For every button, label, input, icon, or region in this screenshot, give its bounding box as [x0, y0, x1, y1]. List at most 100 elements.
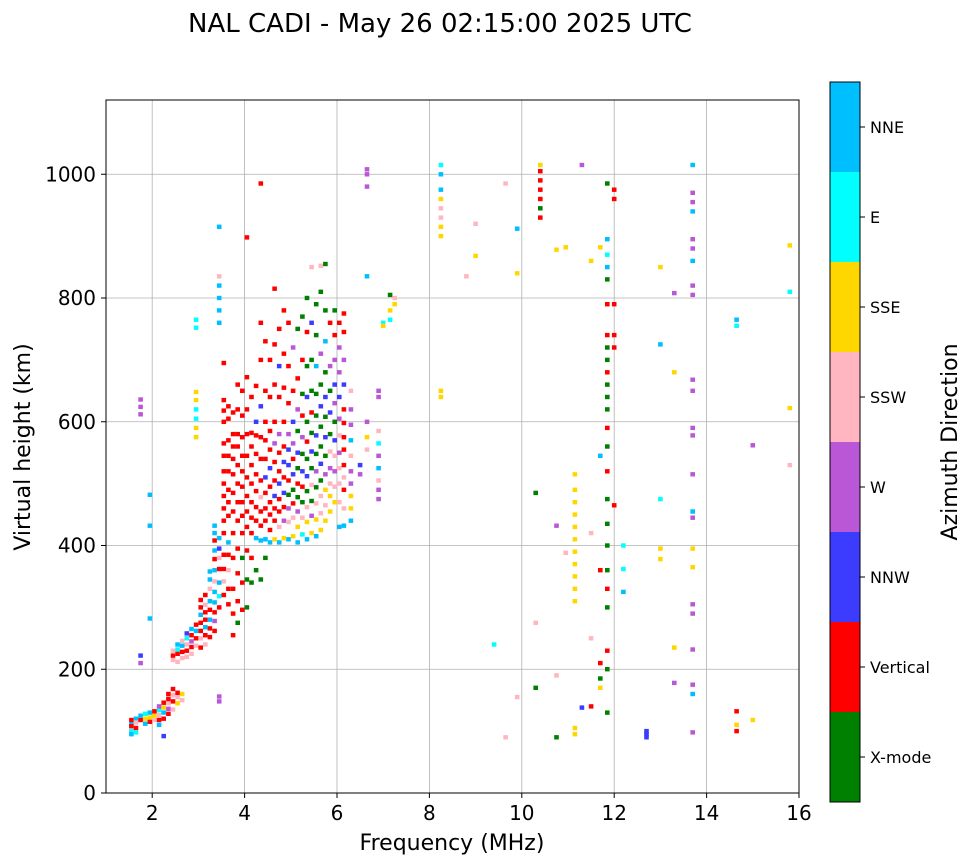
echo-point: [598, 676, 603, 681]
echo-point: [286, 537, 291, 542]
echo-point: [290, 501, 296, 506]
echo-point: [438, 172, 444, 177]
echo-point: [170, 657, 176, 663]
echo-point: [605, 425, 610, 431]
echo-point: [295, 326, 300, 332]
echo-point: [272, 478, 277, 483]
echo-point: [193, 389, 199, 395]
echo-point: [133, 730, 139, 735]
echo-point: [337, 394, 342, 400]
echo-point: [323, 487, 328, 492]
echo-point: [734, 728, 739, 734]
echo-point: [221, 408, 227, 413]
echo-point: [605, 357, 610, 363]
echo-point: [503, 735, 508, 740]
echo-point: [244, 375, 250, 380]
echo-point: [249, 515, 254, 520]
echo-point: [332, 308, 337, 313]
echo-point: [327, 481, 333, 486]
echo-point: [212, 618, 217, 624]
echo-point: [221, 481, 227, 486]
echo-point: [216, 694, 222, 699]
echo-point: [147, 719, 153, 724]
y-tick-label: 400: [58, 534, 96, 558]
echo-point: [147, 710, 153, 715]
echo-point: [263, 518, 268, 523]
echo-point: [313, 391, 319, 397]
echo-point: [272, 342, 277, 347]
echo-point: [690, 602, 695, 607]
echo-point: [376, 487, 381, 492]
echo-point: [198, 628, 203, 634]
echo-point: [281, 351, 287, 356]
echo-point: [605, 264, 610, 270]
echo-point: [143, 716, 148, 721]
echo-point: [588, 636, 594, 641]
echo-point: [249, 444, 254, 449]
echo-point: [263, 388, 268, 393]
echo-point: [253, 433, 259, 438]
echo-point: [734, 709, 739, 714]
echo-point: [563, 245, 568, 250]
echo-point: [309, 410, 314, 415]
echo-point: [300, 391, 305, 397]
echo-point: [281, 444, 287, 449]
echo-point: [203, 633, 208, 638]
echo-point: [318, 511, 324, 516]
colorbar-tick-label: W: [870, 478, 886, 497]
x-tick-label: 2: [146, 801, 159, 825]
echo-point: [129, 732, 134, 737]
echo-point: [313, 332, 319, 338]
echo-point: [138, 660, 143, 666]
echo-point: [348, 438, 354, 443]
echo-point: [341, 447, 347, 452]
echo-point: [286, 492, 291, 497]
echo-point: [644, 732, 649, 737]
echo-point: [129, 721, 134, 726]
echo-point: [226, 500, 231, 505]
echo-point: [272, 493, 277, 499]
echo-point: [286, 363, 291, 369]
echo-point: [380, 323, 386, 328]
echo-point: [156, 707, 162, 713]
echo-point: [281, 490, 287, 496]
echo-point: [588, 530, 594, 536]
echo-point: [281, 308, 287, 313]
echo-point: [337, 466, 342, 471]
echo-point: [309, 530, 314, 536]
echo-point: [376, 388, 381, 393]
echo-point: [332, 332, 337, 338]
echo-point: [212, 568, 217, 573]
echo-point: [473, 221, 478, 226]
echo-point: [203, 617, 208, 622]
echo-point: [364, 419, 370, 424]
plot-background: [106, 100, 799, 793]
echo-point: [690, 682, 695, 687]
echo-point: [161, 705, 166, 710]
echo-point: [304, 537, 310, 542]
echo-point: [337, 450, 342, 455]
echo-point: [207, 634, 213, 640]
echo-point: [230, 490, 236, 496]
echo-point: [690, 190, 695, 195]
echo-point: [538, 178, 543, 183]
echo-point: [579, 162, 585, 168]
echo-point: [226, 513, 231, 518]
echo-point: [380, 320, 386, 325]
echo-point: [267, 394, 273, 400]
echo-point: [572, 472, 578, 477]
echo-point: [212, 579, 217, 584]
echo-point: [787, 405, 793, 411]
echo-point: [300, 469, 305, 474]
echo-point: [672, 680, 677, 686]
echo-point: [327, 410, 333, 415]
echo-point: [212, 610, 217, 615]
echo-point: [787, 462, 793, 468]
echo-point: [193, 643, 199, 648]
echo-point: [304, 474, 310, 479]
echo-point: [318, 478, 324, 483]
echo-point: [690, 258, 695, 264]
echo-point: [276, 363, 282, 369]
echo-point: [221, 469, 227, 474]
echo-point: [221, 530, 227, 536]
